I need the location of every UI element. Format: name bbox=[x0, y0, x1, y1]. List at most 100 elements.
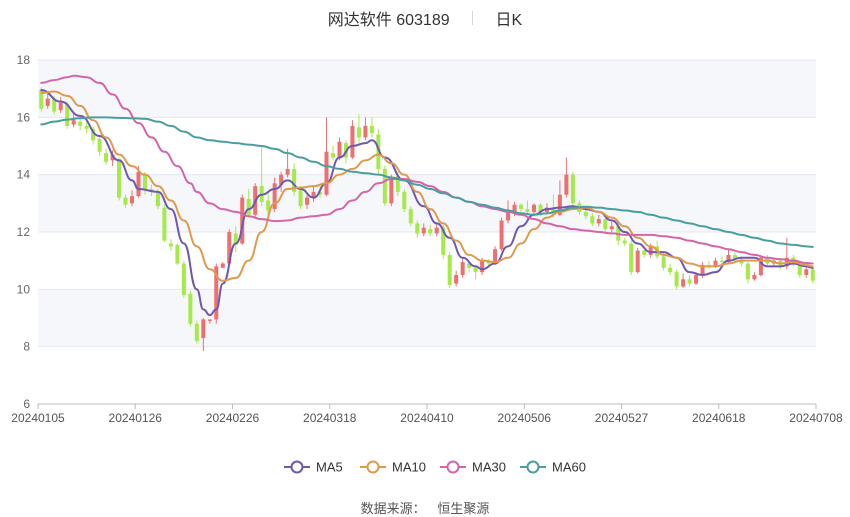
candle-up bbox=[350, 120, 355, 159]
candle-body bbox=[233, 233, 238, 245]
candle-body bbox=[447, 254, 452, 286]
candle-down bbox=[369, 117, 374, 138]
y-tick-label: 16 bbox=[17, 110, 31, 124]
candle-body bbox=[687, 279, 692, 284]
candle-down bbox=[622, 237, 627, 247]
legend-item-ma30: MA30 bbox=[440, 460, 506, 475]
candle-up bbox=[58, 97, 63, 114]
candle-body bbox=[596, 219, 601, 224]
background-band bbox=[38, 174, 816, 232]
candle-body bbox=[110, 154, 115, 161]
candle-down bbox=[39, 87, 44, 112]
candle-up bbox=[272, 177, 277, 212]
x-tick-label: 20240506 bbox=[498, 411, 552, 425]
y-tick-label: 8 bbox=[23, 340, 30, 354]
candle-body bbox=[376, 134, 381, 169]
candle-down bbox=[525, 200, 530, 215]
legend-label: MA10 bbox=[392, 460, 426, 475]
candle-down bbox=[570, 171, 575, 208]
candle-down bbox=[674, 269, 679, 290]
x-axis: 20240105 20240126 20240226 20240318 20240410… bbox=[11, 403, 843, 425]
candle-body bbox=[726, 254, 731, 263]
candle-body bbox=[603, 219, 608, 230]
candle-down bbox=[810, 267, 815, 284]
title-separator bbox=[472, 11, 474, 25]
candle-body bbox=[350, 125, 355, 158]
candle-up bbox=[207, 319, 212, 324]
candle-body bbox=[564, 174, 569, 195]
candle-down bbox=[91, 125, 96, 145]
legend-marker bbox=[526, 460, 540, 474]
legend-label: MA60 bbox=[552, 460, 586, 475]
candle-body bbox=[752, 275, 757, 280]
chart-title: 网达软件 603189 日K bbox=[0, 6, 850, 30]
candle-body bbox=[142, 174, 147, 189]
candle-body bbox=[240, 197, 245, 244]
legend-label: MA30 bbox=[472, 460, 506, 475]
candle-down bbox=[123, 194, 128, 208]
candle-body bbox=[668, 267, 673, 273]
candle-up bbox=[279, 171, 284, 192]
x-tick-label: 20240618 bbox=[692, 411, 746, 425]
x-tick-label: 20240527 bbox=[595, 411, 649, 425]
stock-name: 网达软件 603189 bbox=[327, 12, 450, 29]
candle-body bbox=[39, 90, 44, 109]
candle-body bbox=[65, 104, 70, 126]
candle-down bbox=[162, 204, 167, 243]
candle-body bbox=[279, 174, 284, 185]
candle-body bbox=[298, 190, 303, 207]
candle-up bbox=[460, 257, 465, 278]
candle-up bbox=[71, 114, 76, 128]
candle-up bbox=[564, 157, 569, 198]
candle-body bbox=[52, 98, 57, 112]
candle-body bbox=[272, 183, 277, 210]
candle-body bbox=[292, 168, 297, 192]
candle-body bbox=[71, 120, 76, 125]
candle-body bbox=[318, 191, 323, 195]
data-source: 数据来源： 恒生聚源 bbox=[0, 498, 850, 517]
candle-up bbox=[201, 318, 206, 351]
candle-up bbox=[220, 262, 225, 268]
candle-body bbox=[434, 227, 439, 234]
candle-down bbox=[745, 262, 750, 284]
candle-body bbox=[104, 153, 109, 162]
candle-up bbox=[681, 273, 686, 288]
y-tick-label: 6 bbox=[23, 397, 30, 411]
candle-body bbox=[129, 196, 135, 204]
candle-body bbox=[518, 204, 524, 210]
candle-up bbox=[596, 214, 601, 227]
candle-up bbox=[499, 217, 504, 251]
x-tick-label: 20240318 bbox=[303, 411, 357, 425]
candle-body bbox=[266, 200, 271, 211]
candle-body bbox=[512, 204, 517, 214]
candle-body bbox=[181, 263, 186, 296]
candle-body bbox=[629, 243, 634, 273]
candle-body bbox=[285, 168, 290, 175]
candle-body bbox=[493, 249, 498, 264]
candle-down bbox=[603, 216, 608, 232]
candle-body bbox=[745, 263, 750, 280]
candle-down bbox=[382, 166, 387, 207]
candle-down bbox=[402, 189, 407, 212]
x-tick-label: 20240410 bbox=[400, 411, 454, 425]
candle-up bbox=[434, 223, 439, 237]
candle-body bbox=[136, 171, 141, 197]
candle-body bbox=[84, 125, 89, 129]
candle-down bbox=[408, 206, 413, 227]
candle-down bbox=[642, 247, 647, 258]
candle-body bbox=[155, 191, 160, 207]
candle-body bbox=[117, 158, 122, 198]
legend-marker bbox=[366, 460, 380, 474]
candle-down bbox=[447, 252, 452, 288]
candle-up bbox=[454, 270, 459, 287]
candle-body bbox=[356, 127, 361, 138]
ma-line-ma10 bbox=[40, 90, 814, 282]
candle-body bbox=[648, 246, 653, 255]
legend-marker bbox=[290, 460, 304, 474]
candle-body bbox=[408, 209, 413, 224]
candle-body bbox=[460, 262, 465, 275]
candle-body bbox=[506, 211, 511, 221]
candle-body bbox=[220, 263, 225, 268]
candle-body bbox=[188, 293, 193, 324]
candle-down bbox=[707, 260, 712, 270]
